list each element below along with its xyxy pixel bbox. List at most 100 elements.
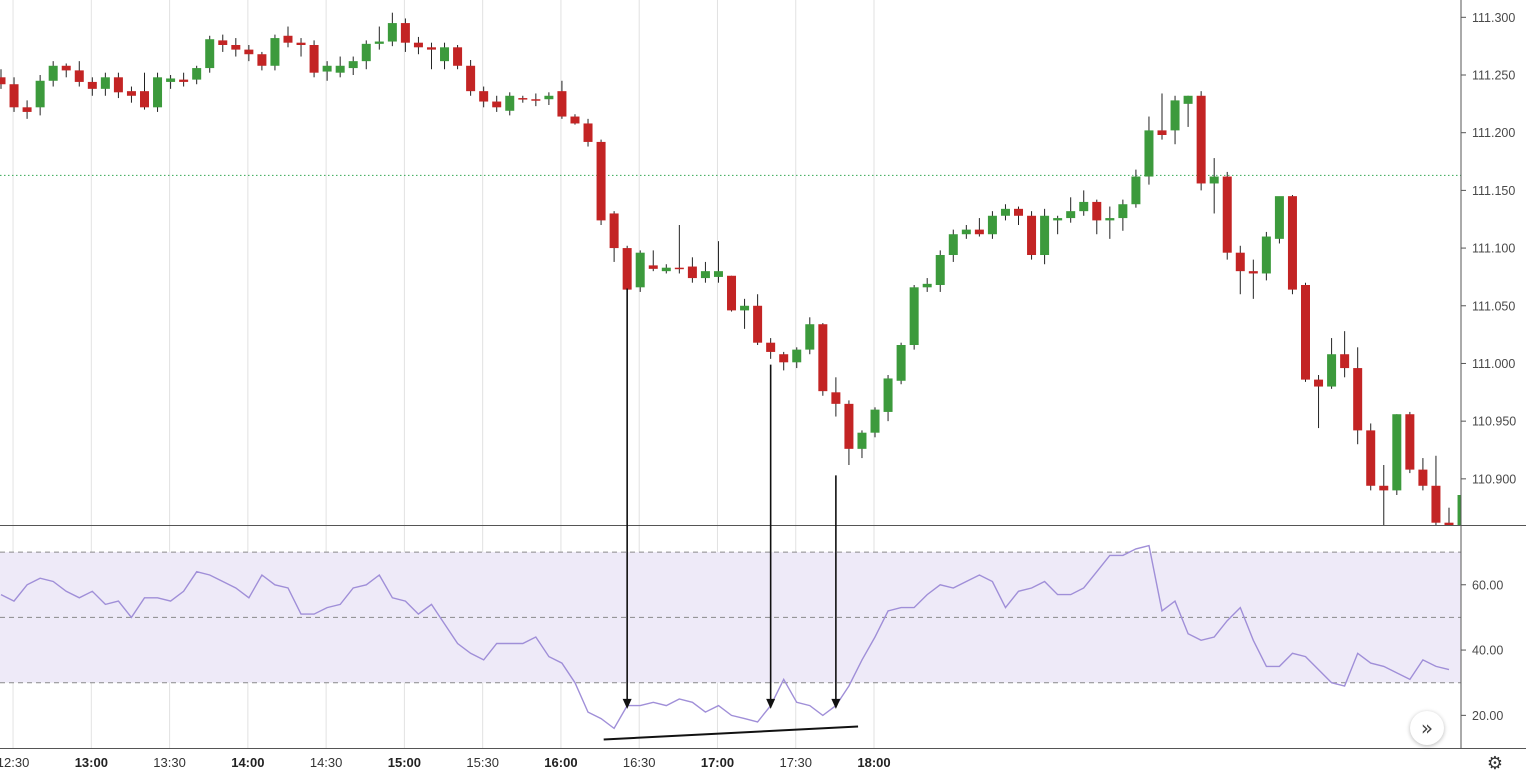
- candle-body: [192, 68, 202, 80]
- candle-body: [1131, 176, 1141, 205]
- candle: [870, 407, 880, 438]
- candle-body: [153, 77, 163, 108]
- time-axis-label: 17:30: [779, 755, 812, 770]
- time-axis-label: 13:00: [75, 755, 108, 770]
- candle: [1144, 116, 1154, 185]
- candle: [1248, 259, 1258, 299]
- candle: [622, 245, 632, 292]
- rsi-axis-label: 40.00: [1472, 644, 1503, 658]
- candle: [1209, 158, 1219, 214]
- candle: [1274, 196, 1284, 244]
- candle-body: [1118, 204, 1128, 219]
- candle: [387, 12, 397, 47]
- candle: [440, 42, 450, 70]
- price-axis-label: 111.200: [1472, 126, 1515, 140]
- price-axis-label: 111.150: [1472, 184, 1515, 198]
- candle-body: [1170, 100, 1180, 131]
- candle: [1092, 199, 1102, 235]
- candle: [753, 294, 763, 345]
- candle-body: [466, 65, 476, 92]
- candle: [609, 211, 619, 262]
- candle-body: [257, 54, 267, 66]
- candle: [687, 257, 697, 283]
- gear-icon: ⚙: [1486, 752, 1504, 774]
- candle: [1392, 414, 1402, 495]
- candle-body: [0, 77, 6, 85]
- candle: [792, 347, 802, 369]
- candle-body: [1431, 485, 1441, 523]
- candle: [987, 211, 997, 239]
- candle: [257, 51, 267, 71]
- candle: [166, 75, 176, 89]
- candle: [113, 72, 123, 99]
- rsi-line: [0, 544, 1450, 730]
- settings-button[interactable]: ⚙: [1484, 752, 1506, 774]
- candle: [153, 72, 163, 112]
- candle: [231, 38, 241, 57]
- candle: [1053, 215, 1063, 235]
- rsi-indicator: [0, 544, 1450, 730]
- candle-body: [844, 403, 854, 449]
- candle-body: [270, 38, 280, 66]
- candle-body: [1209, 176, 1219, 184]
- divergence-arrowhead: [622, 698, 632, 709]
- price-axis-label: 110.900: [1472, 472, 1516, 486]
- candle-body: [1000, 208, 1010, 216]
- candle-body: [413, 42, 423, 48]
- candle: [1340, 331, 1350, 378]
- candle: [922, 278, 932, 292]
- candle-body: [1183, 95, 1193, 104]
- candle: [35, 75, 45, 116]
- candle-body: [374, 41, 384, 44]
- candle-body: [805, 324, 815, 350]
- candle-body: [1301, 285, 1310, 380]
- candle-body: [61, 65, 71, 71]
- candle: [596, 139, 606, 225]
- candle-body: [1144, 130, 1154, 177]
- candles: [0, 12, 1461, 525]
- candle-body: [1379, 485, 1389, 491]
- scroll-to-realtime-button[interactable]: »: [1410, 711, 1444, 745]
- candle: [426, 42, 436, 70]
- candle: [283, 26, 293, 48]
- time-axis-label: 12:30: [0, 755, 29, 770]
- time-axis-label: 14:30: [310, 755, 343, 770]
- candle-body: [857, 432, 867, 449]
- candle-body: [987, 215, 997, 235]
- candle-body: [440, 47, 450, 62]
- candle: [844, 400, 854, 465]
- candle: [87, 77, 97, 96]
- candle-body: [1222, 176, 1232, 253]
- time-axis-label: 17:00: [701, 755, 734, 770]
- time-axis-label: 18:00: [857, 755, 890, 770]
- price-axis-label: 111.000: [1472, 357, 1515, 371]
- candle-body: [166, 78, 176, 82]
- candle-body: [296, 42, 306, 45]
- candle: [1000, 204, 1010, 221]
- candle-body: [479, 91, 489, 102]
- double-chevron-right-icon: »: [1420, 716, 1434, 740]
- candle: [1118, 199, 1128, 231]
- rsi-trendline: [603, 725, 859, 741]
- candle: [218, 34, 228, 52]
- rsi-band: [0, 551, 1461, 684]
- candle: [1314, 375, 1324, 429]
- candle-body: [309, 45, 319, 73]
- candle-body: [766, 342, 776, 352]
- candle: [661, 264, 671, 274]
- candle-body: [48, 65, 58, 81]
- candle-body: [1392, 414, 1402, 491]
- candle: [139, 72, 149, 110]
- candle: [1431, 455, 1441, 525]
- candle: [179, 72, 189, 87]
- time-axis-label: 16:30: [623, 755, 656, 770]
- candle-body: [244, 49, 254, 55]
- candle-body: [400, 23, 410, 43]
- candle-body: [1014, 208, 1024, 216]
- candle-body: [1235, 252, 1245, 272]
- candle: [766, 338, 776, 359]
- candle-body: [1418, 469, 1428, 486]
- candle: [505, 92, 515, 116]
- candle-body: [740, 305, 750, 311]
